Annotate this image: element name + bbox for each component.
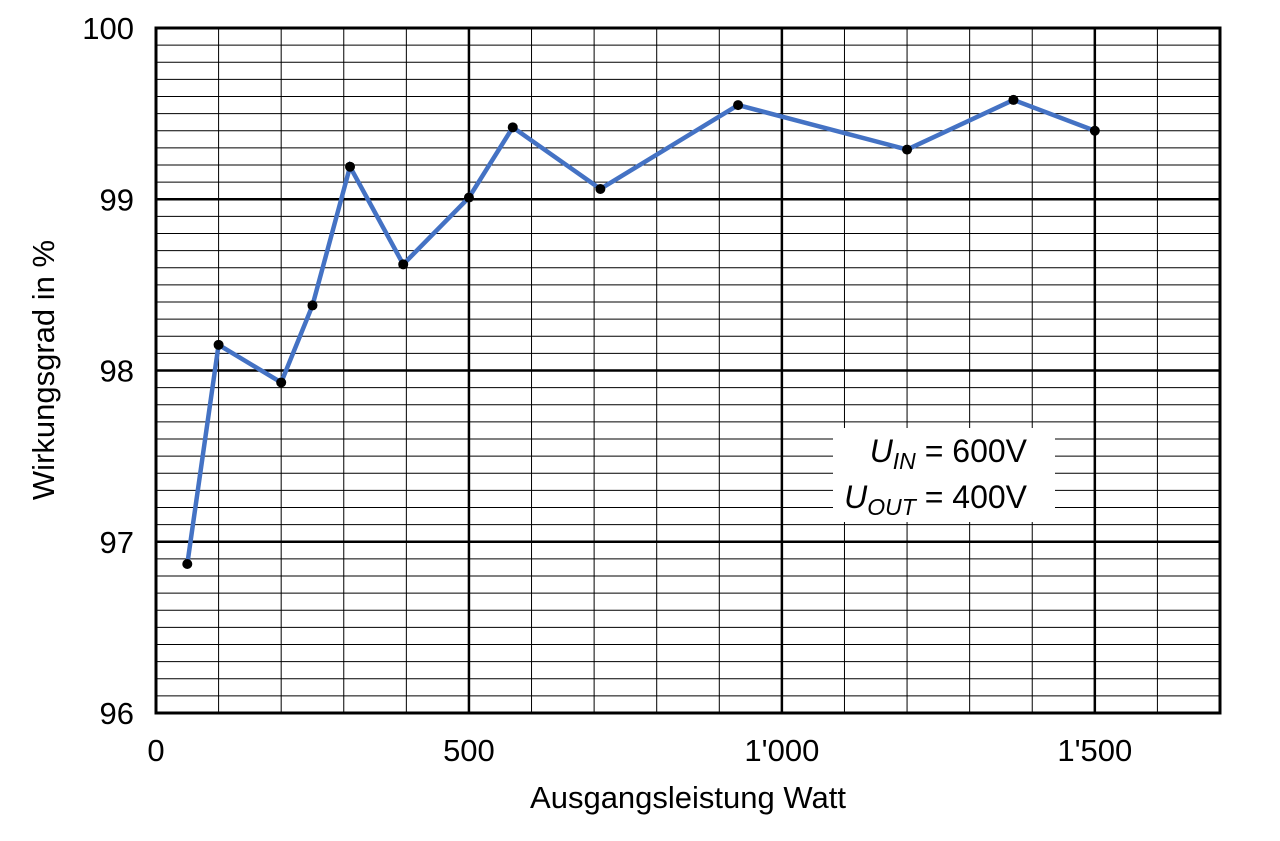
data-point <box>1008 94 1019 105</box>
annotation-line-output-voltage: UOUT = 400V <box>844 479 1028 520</box>
data-point <box>345 161 356 172</box>
annotation-value-2: = 400V <box>916 479 1028 515</box>
x-tick-label: 1'500 <box>1057 733 1132 768</box>
data-point <box>733 100 744 111</box>
y-tick-label: 98 <box>100 354 134 389</box>
y-tick-label: 100 <box>82 11 134 46</box>
x-tick-label: 500 <box>443 733 495 768</box>
annotation-var-1: U <box>870 433 894 469</box>
annotation-var-2: U <box>844 479 868 515</box>
annotation-sub-2: OUT <box>867 494 918 520</box>
y-tick-label: 97 <box>100 525 134 560</box>
annotation-background <box>833 428 1055 522</box>
x-tick-label: 1'000 <box>744 733 819 768</box>
major-gridlines <box>156 28 1220 713</box>
data-point <box>276 377 287 388</box>
plot-frame <box>154 26 1222 715</box>
y-tick-label: 99 <box>100 182 134 217</box>
data-point <box>902 144 913 155</box>
x-axis-title: Ausgangsleistung Watt <box>530 780 846 815</box>
y-tick-labels: 96 97 98 99 100 <box>82 11 134 731</box>
data-point <box>307 300 318 311</box>
y-axis-title: Wirkungsgrad in % <box>26 240 61 500</box>
series-layer <box>182 94 1100 570</box>
annotation-sub-1: IN <box>893 448 916 474</box>
data-point <box>507 122 518 133</box>
x-tick-labels: 0 500 1'000 1'500 <box>147 733 1132 768</box>
data-point <box>595 183 606 194</box>
y-tick-label: 96 <box>100 696 134 731</box>
annotation-box: UIN = 600V UOUT = 400V <box>833 428 1055 522</box>
data-point <box>398 259 409 270</box>
x-tick-label: 0 <box>147 733 164 768</box>
data-point <box>182 559 193 570</box>
data-point <box>463 192 474 203</box>
annotation-line-input-voltage: UIN = 600V <box>870 433 1028 474</box>
data-point <box>213 339 224 350</box>
data-point <box>1089 125 1100 136</box>
annotation-value-1: = 600V <box>916 433 1028 469</box>
